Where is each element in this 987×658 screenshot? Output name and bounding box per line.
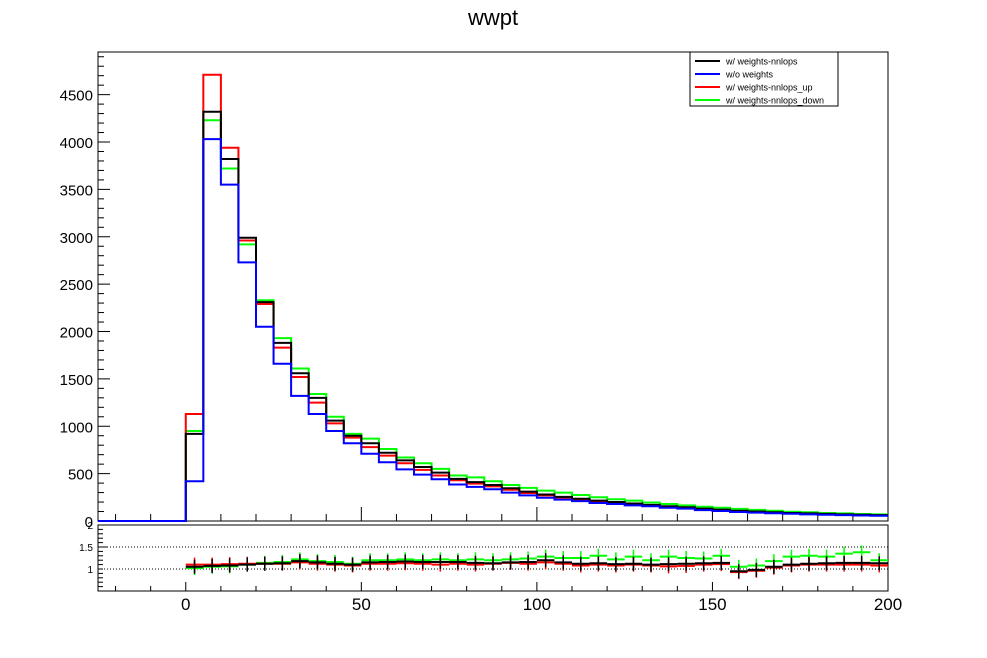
y-tick-label: 2500 [60,277,93,294]
legend-label: w/ weights-nnlops_down [725,96,824,106]
ratio-marker [765,559,783,574]
ratio-marker [185,559,204,574]
ratio-marker [642,557,660,572]
x-tick-label: 100 [523,595,551,614]
x-tick-label: 50 [352,595,371,614]
ratio-marker [782,557,801,572]
ratio-y-tick-label: 1.5 [79,543,93,554]
x-tick-label: 200 [874,595,902,614]
ratio-marker [326,556,344,571]
ratio-marker [519,554,537,569]
ratio-marker [800,556,818,571]
ratio-marker [449,554,467,569]
ratio-marker [203,558,221,573]
x-tick-label: 150 [698,595,726,614]
ratio-marker [870,556,888,571]
ratio-marker [677,556,695,571]
ratio-marker [414,554,432,569]
ratio-marker [730,564,748,579]
legend-label: w/ weights-nnlops_up [725,83,813,93]
ratio-marker [466,555,485,570]
ratio-marker [308,555,327,570]
y-tick-label: 2000 [60,325,93,342]
ratio-marker [501,555,520,570]
main-y-axis: 0 500 1000 1500 2000 2500 3000 3500 4000 4500 [60,56,110,531]
ratio-marker [238,557,256,572]
ratio-y-tick-label: 1 [87,565,93,576]
legend-label: w/ weights-nnlops [725,57,798,67]
x-tick-label: 0 [181,595,190,614]
y-tick-label: 0 [85,514,93,531]
ratio-marker [378,554,397,569]
ratio-marker [291,554,309,569]
y-tick-label: 4000 [60,135,93,152]
ratio-marker [607,557,625,572]
ratio-marker [554,555,572,570]
ratio-marker [536,553,555,568]
y-tick-label: 3000 [60,230,93,247]
ratio-marker [431,554,450,569]
ratio-marker [659,557,678,572]
legend: w/ weights-nnlops w/o weights w/ weights-n… [689,51,839,107]
ratio-marker [484,556,502,571]
y-tick-label: 3500 [60,182,93,199]
ratio-marker [256,556,274,571]
main-plot-frame [97,51,889,522]
ratio-marker [835,555,853,570]
y-tick-label: 500 [68,467,93,484]
y-tick-label: 1000 [60,419,93,436]
ratio-marker [572,556,590,571]
hist-series-1 [98,138,888,522]
ratio-marker [852,555,871,570]
chart-title: wwpt [467,5,518,30]
ratio-y-tick-label: 2 [87,521,93,532]
y-tick-label: 4500 [60,88,93,105]
ratio-marker [817,556,836,571]
main-histograms [98,73,888,522]
ratio-marker [747,562,766,577]
ratio-x-axis: 0 50 100 150 200 [115,582,902,614]
ratio-plot-frame [97,524,889,592]
ratio-marker [361,555,379,570]
ratio-marker [589,556,608,571]
ratio-marker [712,555,730,570]
ratio-marker [220,558,239,573]
hist-series-0 [98,110,888,522]
ratio-marker [396,554,414,569]
ratio-marker [624,556,643,571]
legend-label: w/o weights [725,70,774,80]
ratio-markers [185,545,888,580]
hist-series-2 [98,73,888,522]
ratio-y-axis: 11.52 [79,521,108,592]
y-tick-label: 1500 [60,372,93,389]
ratio-marker [343,557,362,572]
hist-series-3 [98,119,888,522]
ratio-marker [273,556,292,571]
ratio-marker [694,556,713,571]
